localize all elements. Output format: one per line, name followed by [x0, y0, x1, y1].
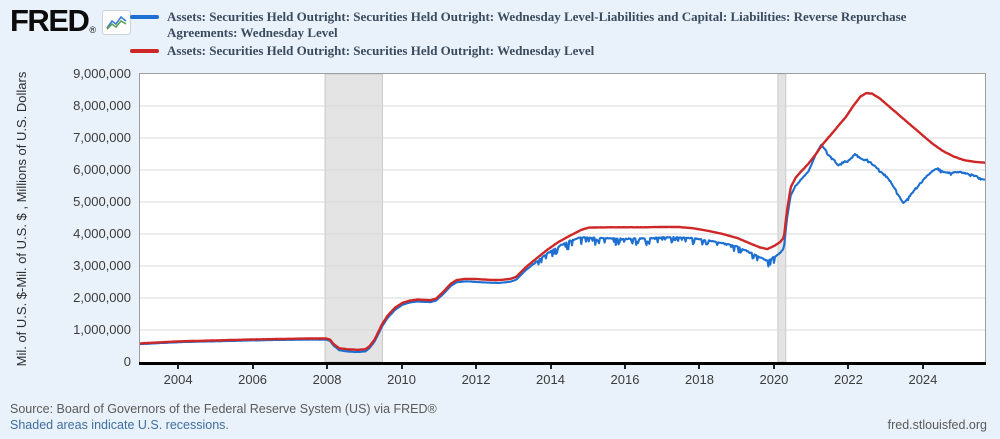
- x-tick-label: 2024: [908, 372, 938, 387]
- series1-color-dash: [130, 15, 159, 19]
- series2-color-dash: [130, 49, 159, 53]
- x-tick-mark: [698, 365, 701, 369]
- legend-item-series1: Assets: Securities Held Outright: Securi…: [130, 9, 917, 41]
- x-tick-mark: [623, 365, 626, 369]
- x-tick-mark: [475, 365, 478, 369]
- legend-series1-line1: Assets: Securities Held Outright: Securi…: [167, 9, 907, 24]
- y-tick-label: 9,000,000: [73, 66, 131, 81]
- x-tick-mark: [847, 365, 850, 369]
- y-tick-label: 6,000,000: [73, 162, 131, 177]
- x-tick-mark: [326, 365, 329, 369]
- x-tick-mark: [549, 365, 552, 369]
- sparkline-chart-icon: [102, 10, 132, 35]
- series-line-1: [140, 143, 985, 354]
- legend-series2-line1: Assets: Securities Held Outright: Securi…: [167, 43, 595, 58]
- y-tick-label: 3,000,000: [73, 258, 131, 273]
- fred-logo: FRED ®: [10, 3, 132, 38]
- x-tick-mark: [400, 365, 403, 369]
- x-tick-label: 2006: [238, 372, 268, 387]
- fred-url: fred.stlouisfed.org: [887, 418, 987, 432]
- y-tick-label: 5,000,000: [73, 194, 131, 209]
- plot-area: [139, 73, 986, 363]
- x-tick-label: 2010: [387, 372, 417, 387]
- y-tick-label: 1,000,000: [73, 322, 131, 337]
- x-tick-label: 2016: [610, 372, 640, 387]
- x-tick-mark: [251, 365, 254, 369]
- x-tick-mark: [772, 365, 775, 369]
- legend-series1-line2: Agreements: Wednesday Level: [167, 25, 338, 40]
- y-tick-label: 4,000,000: [73, 226, 131, 241]
- y-tick-label: 0: [123, 354, 131, 369]
- x-tick-label: 2020: [759, 372, 789, 387]
- series-line-2: [140, 91, 985, 351]
- y-tick-label: 2,000,000: [73, 290, 131, 305]
- x-tick-mark: [177, 365, 180, 369]
- x-tick-label: 2022: [833, 372, 863, 387]
- x-tick-label: 2008: [312, 372, 342, 387]
- y-tick-label: 7,000,000: [73, 130, 131, 145]
- x-tick-label: 2018: [685, 372, 714, 387]
- source-note: Source: Board of Governors of the Federa…: [10, 402, 437, 416]
- x-tick-label: 2012: [461, 372, 491, 387]
- x-axis-line: [139, 362, 986, 365]
- x-tick-label: 2004: [163, 372, 193, 387]
- x-tick-label: 2014: [536, 372, 565, 387]
- recession-band: [324, 74, 383, 362]
- legend-item-series2: Assets: Securities Held Outright: Securi…: [130, 43, 967, 59]
- recession-shading-link[interactable]: Shaded areas indicate U.S. recessions.: [10, 418, 229, 432]
- recession-band: [777, 74, 787, 362]
- chart-canvas: [140, 74, 985, 362]
- fred-logo-text: FRED: [10, 3, 90, 38]
- y-tick-label: 8,000,000: [73, 98, 131, 113]
- registered-mark: ®: [89, 25, 97, 35]
- x-tick-mark: [921, 365, 924, 369]
